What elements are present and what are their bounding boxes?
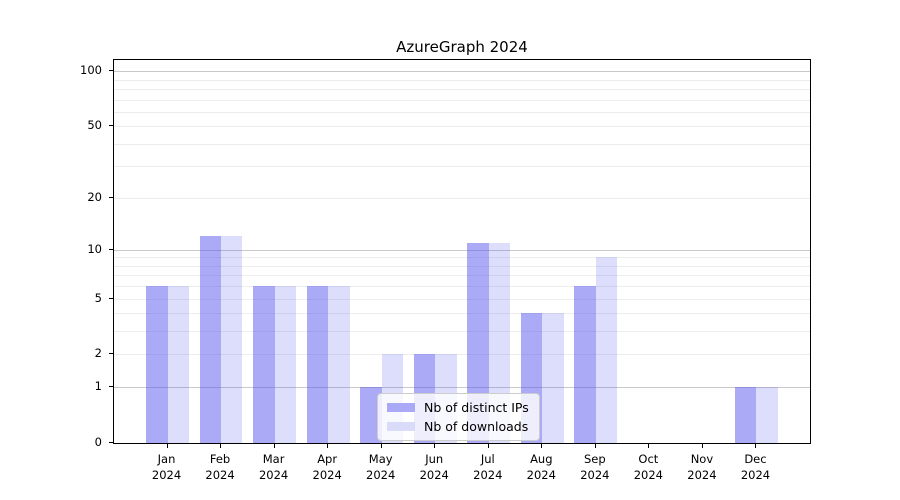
minor-gridline xyxy=(114,331,810,333)
x-tick-label: Mar 2024 xyxy=(258,452,289,482)
x-tick-label: Apr 2024 xyxy=(312,452,342,482)
legend-swatch-downloads-icon xyxy=(387,422,415,431)
bar-downloads-mar xyxy=(274,286,297,443)
bar-distinct-ips-jul xyxy=(467,242,489,443)
x-tick xyxy=(648,444,650,448)
bar-downloads-feb xyxy=(221,236,243,443)
major-gridline xyxy=(114,387,810,389)
x-tick-label: Jun 2024 xyxy=(419,452,449,482)
bar-downloads-dec xyxy=(756,387,778,443)
minor-gridline xyxy=(114,265,810,267)
bar-distinct-ips-mar xyxy=(253,286,275,443)
x-tick xyxy=(487,444,489,448)
legend-item-distinct-ips: Nb of distinct IPs xyxy=(387,400,529,415)
x-tick-label: Sep 2024 xyxy=(580,452,610,482)
bar-downloads-apr xyxy=(328,286,350,443)
x-tick xyxy=(434,444,436,448)
y-tick xyxy=(109,297,113,299)
minor-gridline xyxy=(114,313,810,315)
x-tick xyxy=(701,444,703,448)
y-tick-label: 100 xyxy=(80,63,102,78)
y-tick-label: 5 xyxy=(94,290,102,305)
x-tick-label: Oct 2024 xyxy=(633,452,664,482)
x-tick xyxy=(166,444,168,448)
chart-title: AzureGraph 2024 xyxy=(396,38,528,56)
x-tick-label: Feb 2024 xyxy=(205,452,235,482)
legend-item-downloads: Nb of downloads xyxy=(387,419,529,434)
major-gridline xyxy=(114,71,810,73)
x-tick xyxy=(273,444,275,448)
minor-gridline xyxy=(114,79,810,81)
bar-downloads-aug xyxy=(542,313,564,443)
bar-downloads-jan xyxy=(167,286,189,443)
bar-distinct-ips-sep xyxy=(574,286,596,443)
bar-distinct-ips-apr xyxy=(306,286,329,443)
minor-gridline xyxy=(114,99,810,101)
y-tick xyxy=(109,196,113,198)
x-tick xyxy=(541,444,543,448)
y-tick-label: 2 xyxy=(94,346,102,361)
plot-area xyxy=(113,59,811,444)
x-tick-label: May 2024 xyxy=(366,452,396,482)
y-tick xyxy=(109,353,113,355)
minor-gridline xyxy=(114,298,810,300)
y-tick xyxy=(109,442,113,443)
minor-gridline xyxy=(114,143,810,145)
y-tick-label: 0 xyxy=(94,435,102,449)
x-tick-label: Dec 2024 xyxy=(740,452,771,482)
x-tick-label: Jul 2024 xyxy=(473,452,503,482)
minor-gridline xyxy=(114,166,810,168)
y-tick-label: 10 xyxy=(87,241,102,256)
minor-gridline xyxy=(114,197,810,199)
minor-gridline xyxy=(114,354,810,356)
bar-distinct-ips-feb xyxy=(199,236,222,443)
bar-distinct-ips-jan xyxy=(146,286,168,443)
legend: Nb of distinct IPs Nb of downloads xyxy=(377,393,540,441)
bar-downloads-jul xyxy=(488,242,511,443)
y-tick xyxy=(109,248,113,250)
legend-label-distinct-ips: Nb of distinct IPs xyxy=(424,400,529,415)
x-tick-label: Nov 2024 xyxy=(687,452,717,482)
minor-gridline xyxy=(114,111,810,113)
bar-distinct-ips-dec xyxy=(735,387,757,443)
minor-gridline xyxy=(114,286,810,288)
x-tick-label: Jan 2024 xyxy=(151,452,182,482)
bar-distinct-ips-may xyxy=(360,387,382,443)
x-tick xyxy=(380,444,382,448)
y-tick-label: 1 xyxy=(94,379,102,394)
x-tick xyxy=(327,444,329,448)
x-tick xyxy=(755,444,757,448)
y-tick xyxy=(109,70,113,72)
minor-gridline xyxy=(114,88,810,90)
legend-label-downloads: Nb of downloads xyxy=(424,419,529,434)
y-tick xyxy=(109,386,113,388)
minor-gridline xyxy=(114,275,810,277)
legend-swatch-distinct-ips-icon xyxy=(387,403,415,412)
x-tick xyxy=(220,444,222,448)
minor-gridline xyxy=(114,126,810,128)
y-tick xyxy=(109,125,113,127)
x-tick xyxy=(594,444,596,448)
x-tick-label: Aug 2024 xyxy=(526,452,556,482)
major-gridline xyxy=(114,249,810,251)
y-tick-label: 20 xyxy=(87,189,102,204)
minor-gridline xyxy=(114,257,810,259)
y-tick-label: 50 xyxy=(87,118,102,133)
bar-downloads-sep xyxy=(595,257,618,443)
